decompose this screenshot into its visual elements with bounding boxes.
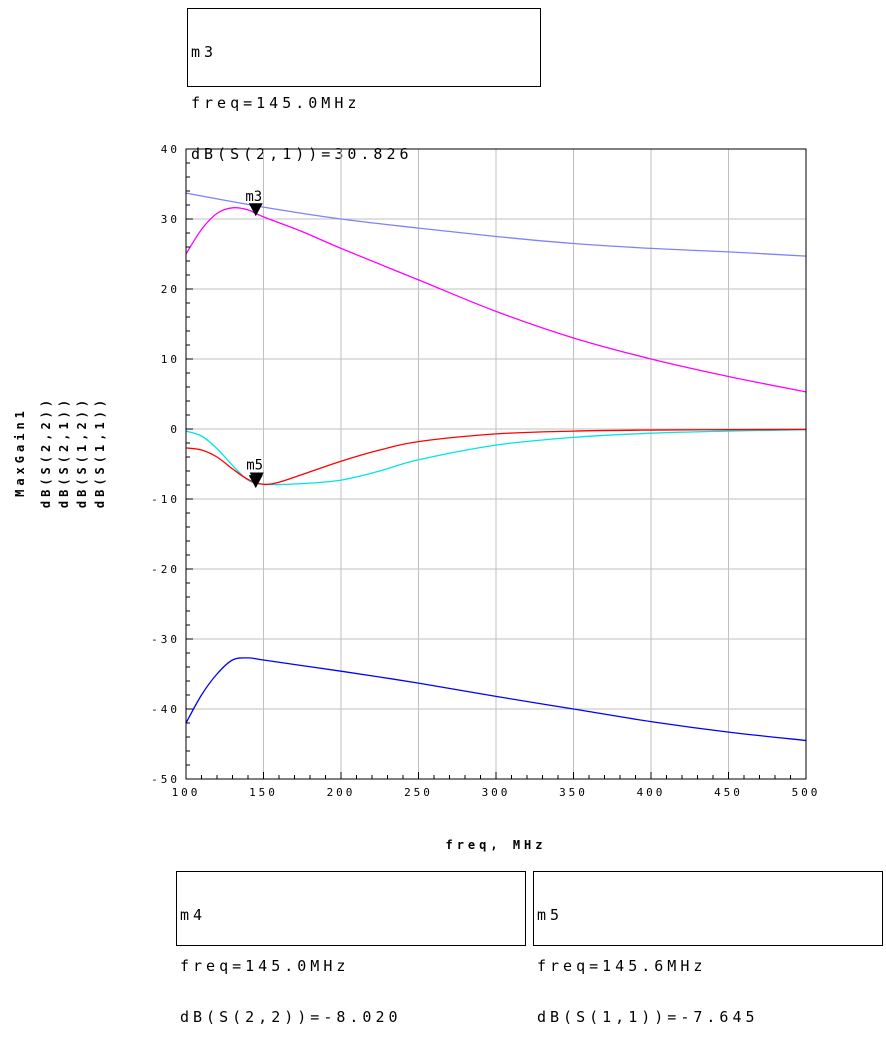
y-legend-entry: MaxGain1 — [13, 407, 27, 497]
y-legend-entry: dB(S(1,1)) — [93, 396, 107, 508]
series-line-maxgain1 — [185, 192, 807, 257]
y-tick-label: -50 — [151, 773, 180, 786]
y-tick-label: 0 — [170, 423, 180, 436]
y-tick-label: 30 — [161, 213, 180, 226]
y-legend-entry: dB(S(1,2)) — [75, 396, 89, 508]
marker-triangle-m3[interactable] — [248, 203, 263, 217]
y-legend-entry: dB(S(2,1)) — [57, 396, 71, 508]
series-line-db-s-1-1- — [185, 428, 807, 486]
marker-freq: freq=145.0MHz — [180, 957, 350, 975]
sparameter-chart: MaxGain1 dB(S(2,2)) dB(S(2,1)) dB(S(1,2)) dB… — [13, 143, 821, 852]
y-tick-label: 40 — [161, 143, 180, 156]
marker-label-m4-m5: m5 — [246, 458, 263, 474]
x-tick-label: 150 — [249, 786, 278, 799]
marker-value: dB(S(1,1))=-7.645 — [537, 1008, 759, 1026]
y-tick-label: -10 — [151, 493, 180, 506]
tick-marks — [185, 148, 807, 780]
marker-title: m3 — [191, 43, 218, 61]
x-tick-label: 500 — [792, 786, 821, 799]
x-axis-title: freq, MHz — [445, 838, 546, 852]
marker-value: dB(S(2,2))=-8.020 — [180, 1008, 402, 1026]
series-line-db-s-2-2- — [185, 429, 807, 486]
y-legend-entry: dB(S(2,2)) — [39, 396, 53, 508]
marker-value: dB(S(2,1))=30.826 — [191, 145, 413, 163]
y-tick-labels: -50 -40 -30 -20 -10 0 10 20 30 40 — [151, 143, 180, 786]
series-line-db-s-1-2- — [185, 657, 807, 742]
series-lines — [185, 192, 807, 742]
x-tick-label: 250 — [404, 786, 433, 799]
y-tick-label: 20 — [161, 283, 180, 296]
marker-readout-m3[interactable]: m3 freq=145.0MHz dB(S(2,1))=30.826 — [187, 8, 541, 163]
marker-freq: freq=145.0MHz — [191, 94, 361, 112]
x-tick-label: 100 — [172, 786, 201, 799]
x-tick-label: 350 — [559, 786, 588, 799]
y-tick-label: -30 — [151, 633, 180, 646]
y-axis-legend: MaxGain1 dB(S(2,2)) dB(S(2,1)) dB(S(1,2)) dB… — [13, 396, 107, 508]
x-tick-label: 200 — [327, 786, 356, 799]
marker-label-m3: m3 — [245, 189, 262, 205]
x-tick-label: 450 — [714, 786, 743, 799]
y-tick-label: -20 — [151, 563, 180, 576]
marker-title: m5 — [537, 906, 564, 924]
marker-triangle-m5[interactable] — [249, 472, 264, 486]
marker-readout-m4[interactable]: m4 freq=145.0MHz dB(S(2,2))=-8.020 — [176, 871, 526, 1026]
y-tick-label: -40 — [151, 703, 180, 716]
x-tick-label: 400 — [637, 786, 666, 799]
x-tick-label: 300 — [482, 786, 511, 799]
series-line-db-s-2-1- — [185, 207, 807, 393]
marker-title: m4 — [180, 906, 207, 924]
marker-readout-m5[interactable]: m5 freq=145.6MHz dB(S(1,1))=-7.645 — [533, 871, 883, 1026]
plot-markers: m3 m5 — [245, 189, 264, 489]
y-tick-label: 10 — [161, 353, 180, 366]
grid-lines — [185, 148, 807, 780]
x-tick-labels: 100 150 200 250 300 350 400 450 500 — [172, 786, 821, 799]
marker-freq: freq=145.6MHz — [537, 957, 707, 975]
